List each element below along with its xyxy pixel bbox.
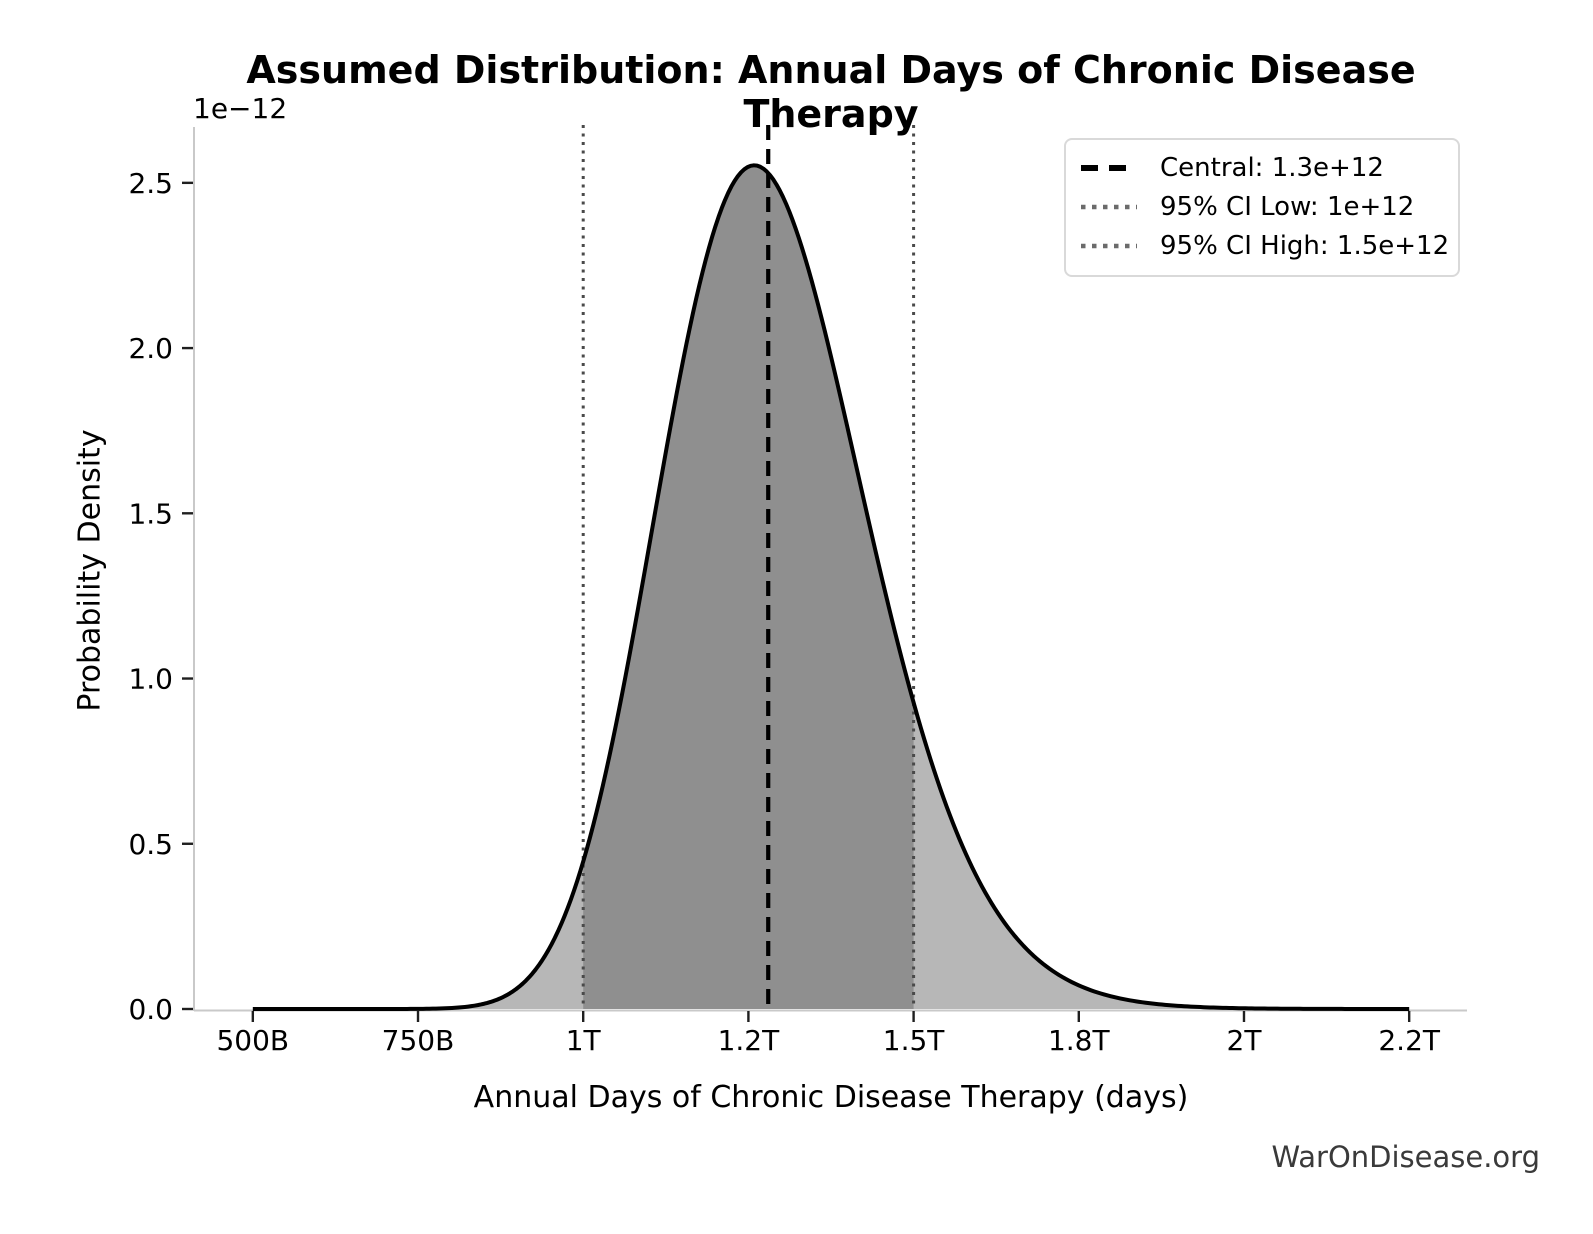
legend-label-central: Central: 1.3e+12 <box>1160 152 1384 183</box>
legend-row-ci-low: 95% CI Low: 1e+12 <box>1080 187 1444 226</box>
y-tick-label: 0.0 <box>128 993 173 1026</box>
dotted-line-sample <box>1081 243 1137 248</box>
y-tick-label: 2.5 <box>128 167 173 200</box>
legend-row-central: Central: 1.3e+12 <box>1080 148 1444 187</box>
x-tick-label: 500B <box>216 1024 289 1057</box>
y-axis-offset-label: 1e−12 <box>193 92 288 125</box>
x-tick-label: 1T <box>566 1024 602 1057</box>
dotted-line-sample <box>1081 204 1137 209</box>
x-tick-label: 1.8T <box>1048 1024 1111 1057</box>
y-tick-label: 0.5 <box>128 828 173 861</box>
legend-label-ci-high: 95% CI High: 1.5e+12 <box>1160 230 1450 261</box>
y-tick-label: 2.0 <box>128 332 173 365</box>
y-tick-label: 1.0 <box>128 663 173 696</box>
ci-region-fill <box>583 165 914 1009</box>
density-curve <box>252 163 1410 1011</box>
legend-row-ci-high: 95% CI High: 1.5e+12 <box>1080 226 1449 265</box>
y-axis-label: Probability Density <box>72 429 108 712</box>
x-tick-label: 2T <box>1227 1024 1263 1057</box>
legend-label-ci-low: 95% CI Low: 1e+12 <box>1160 191 1415 222</box>
y-tick-label: 1.5 <box>128 497 173 530</box>
chart-title: Assumed Distribution: Annual Days of Chr… <box>246 48 1416 136</box>
x-axis-label: Annual Days of Chronic Disease Therapy (… <box>473 1080 1189 1115</box>
x-tick-label: 2.2T <box>1378 1024 1441 1057</box>
dashed-line-sample <box>1081 164 1137 171</box>
watermark: WarOnDisease.org <box>1271 1140 1540 1174</box>
legend: Central: 1.3e+12 95% CI Low: 1e+12 95% C… <box>1064 138 1460 277</box>
x-tick-label: 750B <box>382 1024 455 1057</box>
x-tick-label: 1.2T <box>718 1024 781 1057</box>
x-tick-label: 1.5T <box>883 1024 946 1057</box>
